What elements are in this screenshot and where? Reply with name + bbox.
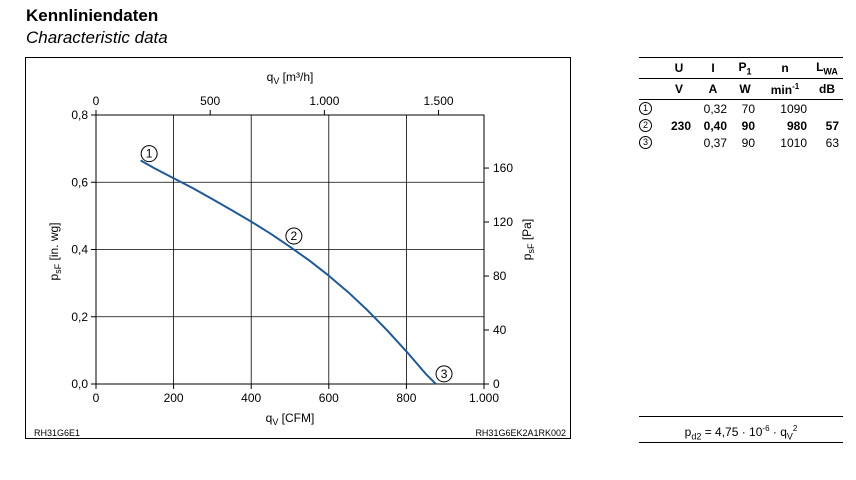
marker-1-icon: 1 xyxy=(639,102,652,115)
x-top-tick-label: 500 xyxy=(200,94,220,108)
table-header-row: U I P1 n LWA xyxy=(639,58,843,78)
x-bottom-tick-label: 600 xyxy=(319,391,339,405)
page-title: Kennliniendaten xyxy=(26,6,159,25)
marker-3-icon: 3 xyxy=(639,136,652,149)
unit-db: dB xyxy=(819,82,835,96)
table-row: 3 0,37 90 1010 63 xyxy=(639,134,843,151)
y-left-tick-label: 0,0 xyxy=(71,377,88,391)
x-bottom-tick-label: 200 xyxy=(164,391,184,405)
y-left-tick-label: 0,4 xyxy=(71,243,88,257)
x-top-tick-label: 1.000 xyxy=(309,94,339,108)
point-marker xyxy=(435,365,453,383)
data-table: U I P1 n LWA V A W min-1 dB 1 0,32 70 10… xyxy=(639,57,843,151)
x-bottom-tick-label: 0 xyxy=(93,391,100,405)
header-p: P1 xyxy=(738,59,752,77)
formula-bottom-rule xyxy=(639,442,843,443)
chart-code-right: RH31G6EK2A1RK002 xyxy=(475,428,566,438)
unit-w: W xyxy=(739,82,751,96)
y-right-tick-label: 40 xyxy=(493,323,507,337)
x-top-axis-label: qV [m³/h] xyxy=(267,70,314,86)
y-right-tick-label: 0 xyxy=(493,377,500,391)
header-u: U xyxy=(674,61,684,75)
x-bottom-tick-label: 1.000 xyxy=(469,391,499,405)
x-top-tick-label: 1.500 xyxy=(424,94,454,108)
y-right-tick-label: 80 xyxy=(493,269,507,283)
table-top-rule xyxy=(639,57,843,58)
y-left-tick-label: 0,2 xyxy=(71,310,88,324)
formula-top-rule xyxy=(639,416,843,417)
x-bottom-axis-label: qV [CFM] xyxy=(266,411,315,427)
x-bottom-tick-label: 400 xyxy=(241,391,261,405)
y-right-tick-label: 160 xyxy=(493,161,513,175)
point-marker-label: 2 xyxy=(291,229,298,243)
table-units-row: V A W min-1 dB xyxy=(639,79,843,99)
series-line xyxy=(140,159,437,385)
point-marker-label: 3 xyxy=(441,367,448,381)
header-n: n xyxy=(781,61,789,75)
chart-frame: 0 200 400 600 800 1.000 0 500 1.000 1.500 0,0 0,2 0,… xyxy=(25,57,571,439)
formula-text: pd2 = 4,75 · 10-6 · qV2 xyxy=(684,424,798,442)
formula-block: pd2 = 4,75 · 10-6 · qV2 xyxy=(639,416,843,443)
point-marker xyxy=(140,145,158,163)
header-i: I xyxy=(711,61,715,75)
y-left-tick-label: 0,8 xyxy=(71,108,88,122)
unit-a: A xyxy=(708,82,718,96)
header-l: LWA xyxy=(816,59,838,77)
y-left-axis-label: psF [in. wg] xyxy=(47,222,63,280)
page-subtitle: Characteristic data xyxy=(26,28,168,47)
unit-min: min-1 xyxy=(770,81,800,97)
table-mid-rule xyxy=(639,78,843,79)
x-top-tick-label: 0 xyxy=(93,94,100,108)
y-right-axis-label: psF [Pa] xyxy=(520,219,536,260)
chart-code-left: RH31G6E1 xyxy=(34,428,80,438)
table-row: 1 0,32 70 1090 xyxy=(639,100,843,117)
point-marker-label: 1 xyxy=(146,147,153,161)
unit-v: V xyxy=(674,82,683,96)
x-bottom-tick-label: 800 xyxy=(396,391,416,405)
point-marker xyxy=(285,227,303,245)
y-right-tick-label: 120 xyxy=(493,215,513,229)
marker-2-icon: 2 xyxy=(639,119,652,132)
y-left-tick-label: 0,6 xyxy=(71,175,88,189)
table-row: 2 230 0,40 90 980 57 xyxy=(639,117,843,134)
table-units-rule xyxy=(639,99,843,100)
